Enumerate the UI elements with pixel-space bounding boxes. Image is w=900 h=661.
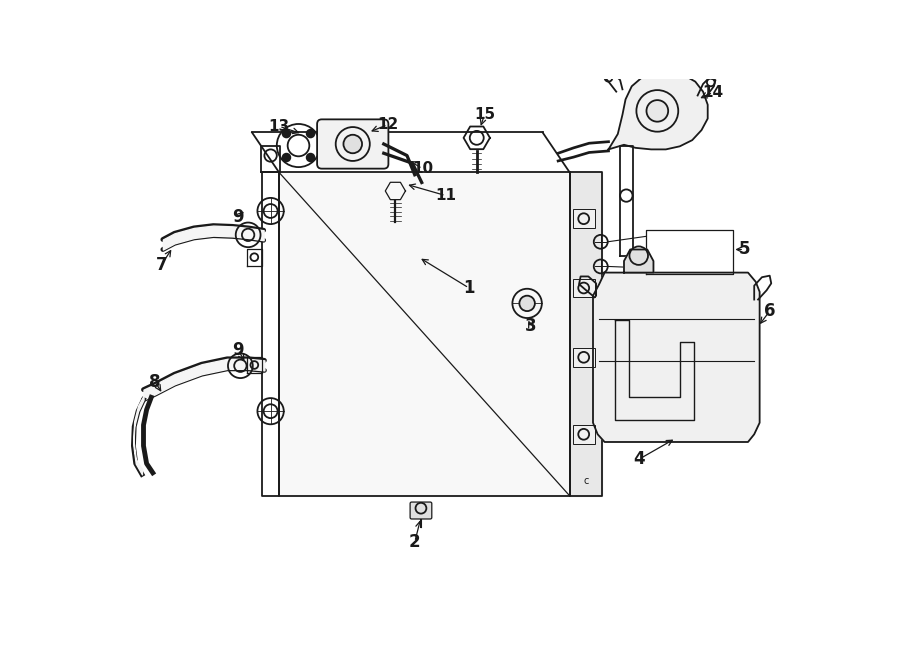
FancyBboxPatch shape (573, 348, 595, 367)
FancyBboxPatch shape (317, 120, 389, 169)
Text: 9: 9 (232, 340, 244, 358)
FancyBboxPatch shape (573, 425, 595, 444)
FancyBboxPatch shape (573, 279, 595, 297)
Text: 3: 3 (526, 317, 536, 336)
Text: 15: 15 (474, 107, 495, 122)
Polygon shape (608, 73, 707, 149)
Text: 13: 13 (268, 119, 290, 134)
Text: 1: 1 (464, 279, 475, 297)
Text: 7: 7 (156, 256, 167, 274)
Text: 11: 11 (436, 188, 456, 203)
Polygon shape (593, 272, 760, 442)
Polygon shape (570, 173, 602, 496)
Text: 12: 12 (377, 117, 398, 132)
Text: 6: 6 (764, 302, 776, 320)
Circle shape (344, 135, 362, 153)
FancyBboxPatch shape (573, 210, 595, 228)
Circle shape (519, 295, 535, 311)
Circle shape (307, 130, 314, 137)
Text: 10: 10 (412, 161, 433, 176)
Text: 5: 5 (738, 241, 750, 258)
Text: 9: 9 (232, 208, 244, 226)
Circle shape (307, 153, 314, 161)
Circle shape (283, 153, 291, 161)
Circle shape (646, 100, 668, 122)
Text: 4: 4 (634, 450, 645, 468)
FancyBboxPatch shape (410, 502, 432, 519)
Text: 2: 2 (409, 533, 420, 551)
Text: 14: 14 (703, 85, 724, 100)
Text: 8: 8 (149, 373, 161, 391)
Circle shape (283, 130, 291, 137)
Polygon shape (624, 249, 653, 272)
Polygon shape (279, 173, 570, 496)
Text: c: c (583, 477, 589, 486)
